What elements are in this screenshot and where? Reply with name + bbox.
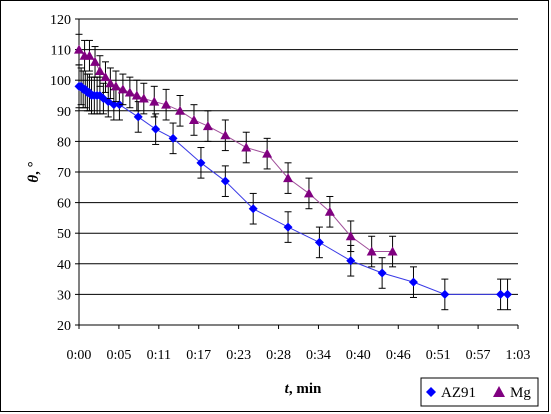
y-tick-label-10: 120	[50, 13, 71, 28]
data-point-mg-20	[283, 173, 294, 183]
data-point-mg-17	[220, 130, 231, 140]
data-point-az91-23	[377, 268, 387, 278]
x-tick-labels: 0:00 0:05 0:11 0:17 0:23 0:28 0:34 0:40 0:46 0:51…	[67, 348, 531, 363]
data-point-az91-17	[196, 158, 206, 168]
legend-marker-az91	[426, 387, 436, 397]
data-point-mg-6	[105, 78, 116, 88]
data-point-az91-19	[248, 204, 258, 214]
data-point-mg-7	[110, 81, 121, 91]
x-tick-label-0: 0:00	[67, 348, 92, 363]
y-tick-label-1: 30	[57, 288, 71, 303]
data-point-mg-21	[303, 188, 314, 198]
y-tick-label-8: 100	[50, 74, 71, 89]
data-point-az91-16	[168, 133, 178, 143]
data-point-mg-3	[90, 56, 101, 66]
x-tick-label-1: 0:05	[106, 348, 131, 363]
legend-label-mg: Mg	[510, 385, 531, 401]
data-point-az91-26	[496, 289, 506, 299]
data-point-mg-24	[366, 246, 377, 256]
data-point-mg-12	[149, 96, 160, 106]
data-point-mg-10	[131, 90, 142, 100]
data-point-az91-15	[151, 124, 161, 134]
y-tick-label-4: 60	[57, 197, 71, 212]
y-tick-label-0: 20	[57, 319, 71, 334]
data-point-mg-18	[241, 142, 252, 152]
data-point-mg-9	[124, 87, 135, 97]
legend-box	[420, 377, 539, 407]
x-tick-label-7: 0:40	[346, 348, 371, 363]
data-point-mg-5	[100, 72, 111, 82]
y-tick-label-5: 70	[57, 166, 71, 181]
legend-marker-mg	[493, 386, 505, 397]
legend-label-az91: AZ91	[441, 385, 476, 401]
y-axis-label: θ, °	[26, 161, 42, 182]
x-tick-label-8: 0:46	[386, 348, 411, 363]
x-axis-label: t, min	[285, 381, 322, 397]
data-point-az91-18	[220, 176, 230, 186]
data-point-mg-2	[84, 50, 95, 60]
series-layer	[74, 33, 513, 311]
y-tick-label-3: 50	[57, 227, 71, 242]
data-point-mg-13	[161, 99, 172, 109]
data-point-mg-11	[138, 93, 149, 103]
data-point-az91-20	[283, 222, 293, 232]
y-tick-label-2: 40	[57, 258, 71, 273]
data-point-az91-22	[346, 256, 356, 266]
data-point-az91-14	[133, 112, 143, 122]
data-point-az91-25	[440, 289, 450, 299]
data-point-mg-16	[202, 121, 213, 131]
x-tick-label-11: 1:03	[506, 348, 531, 363]
data-point-mg-0	[74, 44, 84, 54]
y-tick-labels: 20 30 40 50 60 70 80 90 100 110 120	[50, 13, 71, 334]
y-tick-label-7: 90	[57, 105, 71, 120]
data-point-mg-19	[262, 148, 273, 158]
x-tick-label-3: 0:17	[186, 348, 211, 363]
data-point-mg-23	[345, 231, 356, 241]
data-point-mg-8	[117, 84, 128, 94]
legend: AZ91 Mg	[420, 377, 539, 407]
x-tick-label-10: 0:57	[466, 348, 491, 363]
y-tick-label-9: 110	[51, 44, 71, 59]
x-tick-label-6: 0:34	[306, 348, 331, 363]
x-tick-label-9: 0:51	[426, 348, 451, 363]
data-point-az91-21	[314, 237, 324, 247]
x-tick-label-4: 0:23	[226, 348, 251, 363]
data-point-mg-22	[324, 206, 335, 216]
series-az91	[74, 64, 513, 311]
data-point-az91-24	[408, 277, 418, 287]
data-point-az91-27	[503, 289, 513, 299]
data-point-az91-12	[109, 100, 119, 110]
data-point-mg-14	[175, 105, 186, 115]
x-tick-label-2: 0:11	[147, 348, 171, 363]
data-point-mg-15	[188, 114, 199, 124]
y-tick-label-6: 80	[57, 135, 71, 150]
x-tick-label-5: 0:28	[266, 348, 291, 363]
data-point-mg-25	[387, 246, 398, 256]
data-point-mg-4	[94, 66, 105, 76]
series-mg	[74, 33, 398, 268]
